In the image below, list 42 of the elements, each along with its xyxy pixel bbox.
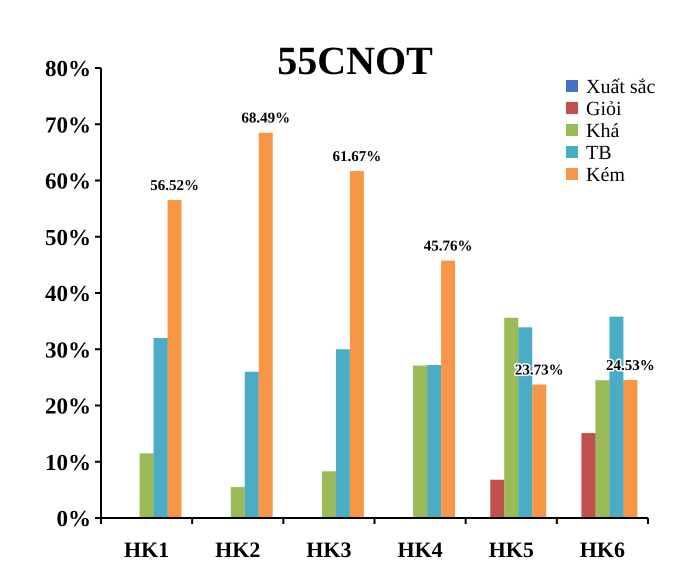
bar bbox=[350, 171, 364, 518]
data-label: 68.49% bbox=[241, 110, 290, 127]
data-label: 61.67% bbox=[332, 149, 382, 166]
bar bbox=[258, 132, 273, 518]
y-tick-label: 80% bbox=[45, 56, 91, 82]
bar bbox=[441, 260, 456, 518]
x-tick-label: HK3 bbox=[306, 537, 352, 562]
legend-label: Kém bbox=[586, 164, 626, 186]
y-tick-label: 50% bbox=[45, 224, 91, 250]
bar bbox=[168, 200, 182, 518]
y-tick-label: 30% bbox=[45, 337, 91, 362]
y-tick-label: 0% bbox=[56, 506, 91, 532]
y-tick-label: 70% bbox=[45, 112, 91, 138]
bar bbox=[532, 384, 546, 518]
legend-label: Xuất sắc bbox=[586, 76, 656, 98]
bar bbox=[581, 433, 596, 518]
legend-label: Khá bbox=[586, 120, 620, 142]
bar bbox=[623, 380, 638, 518]
legend-label: TB bbox=[586, 142, 612, 164]
legend-label: Giỏi bbox=[586, 98, 622, 120]
bar bbox=[230, 487, 245, 518]
x-tick-label: HK1 bbox=[124, 537, 170, 562]
bar bbox=[140, 453, 154, 518]
bar bbox=[336, 349, 350, 518]
bar bbox=[595, 380, 610, 518]
y-tick-label: 20% bbox=[45, 394, 91, 419]
bar bbox=[244, 372, 259, 518]
y-tick-label: 40% bbox=[45, 281, 91, 306]
bar bbox=[154, 338, 168, 518]
x-tick-label: HK5 bbox=[488, 537, 534, 562]
y-tick-label: 60% bbox=[45, 168, 91, 194]
bar bbox=[322, 471, 336, 518]
bar bbox=[427, 365, 442, 518]
bar bbox=[413, 366, 428, 518]
x-tick-label: HK4 bbox=[397, 537, 443, 562]
chart-title: 55CNOT bbox=[277, 38, 434, 83]
bar bbox=[490, 480, 504, 518]
x-tick-label: HK6 bbox=[580, 537, 626, 562]
data-label: 45.76% bbox=[424, 238, 472, 255]
x-tick-label: HK2 bbox=[215, 537, 260, 562]
y-tick-label: 10% bbox=[45, 450, 91, 475]
data-label: 56.52% bbox=[150, 178, 199, 194]
